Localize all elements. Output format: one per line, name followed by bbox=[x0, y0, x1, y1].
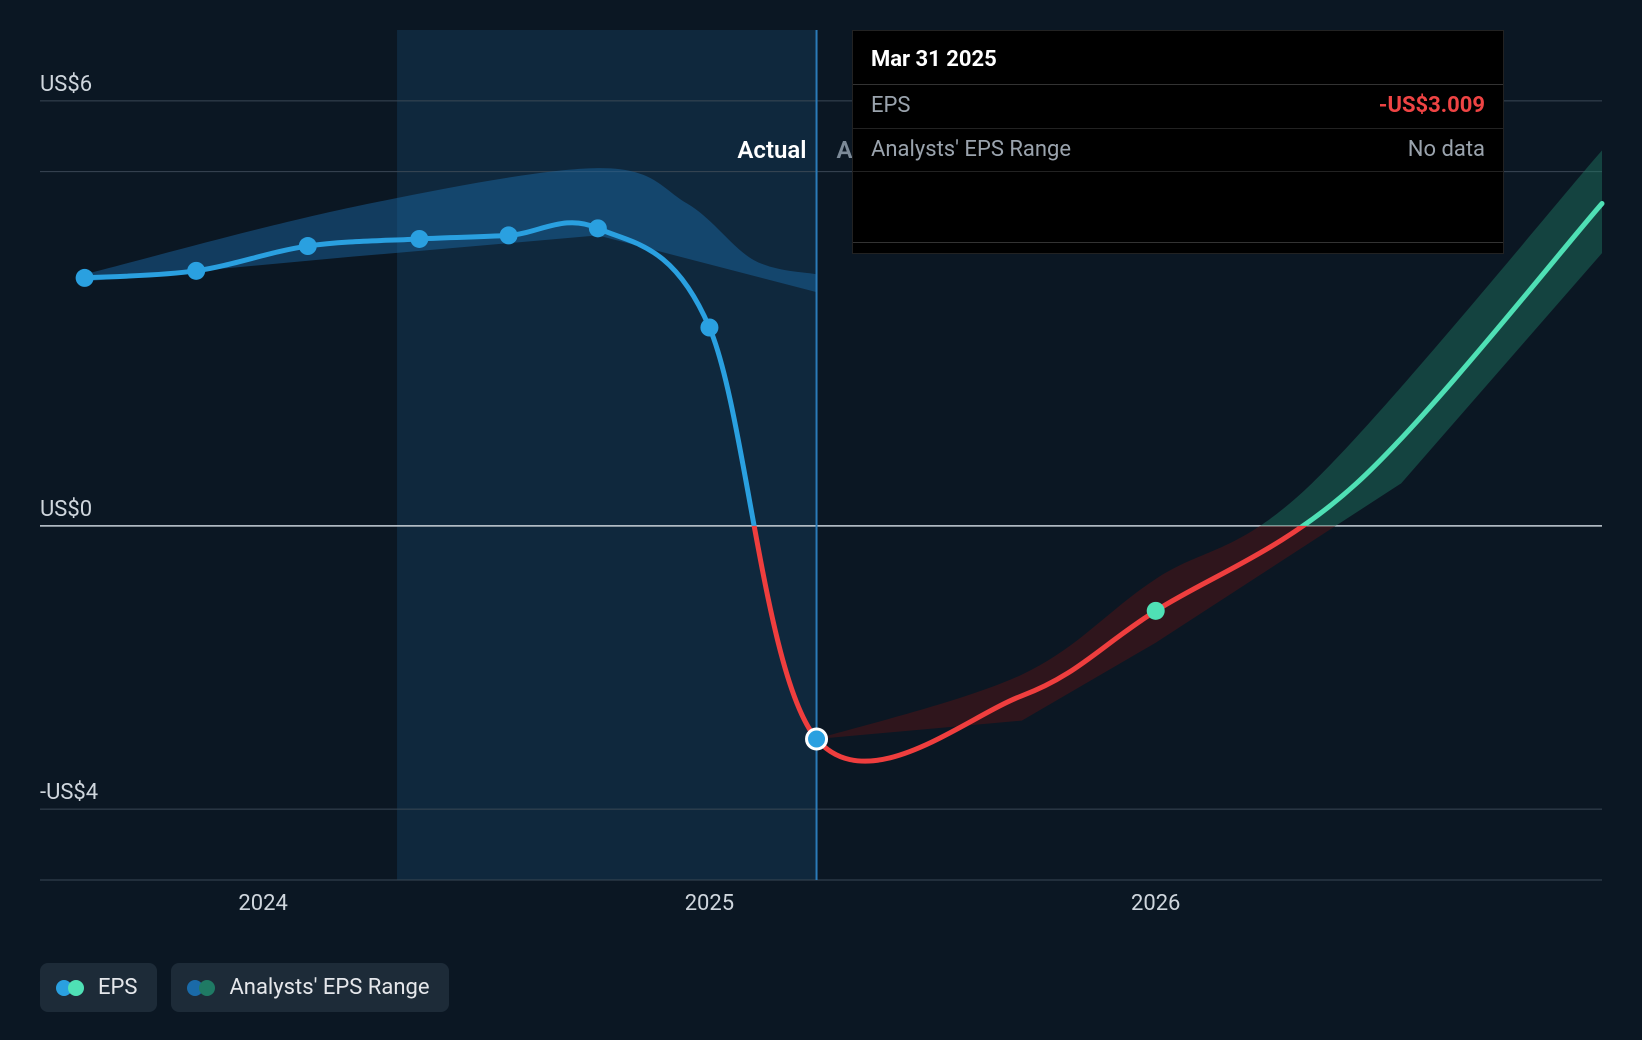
svg-text:-US$4: -US$4 bbox=[40, 780, 98, 805]
svg-text:US$6: US$6 bbox=[40, 72, 92, 97]
chart-svg: US$6 US$0 -US$4 2024 2025 2026 bbox=[0, 0, 1642, 1040]
region-label-actual: Actual bbox=[737, 136, 806, 164]
legend-swatch-eps bbox=[56, 980, 86, 996]
svg-text:2025: 2025 bbox=[685, 891, 734, 916]
legend-item-range[interactable]: Analysts' EPS Range bbox=[171, 963, 449, 1012]
chart-legend: EPS Analysts' EPS Range bbox=[40, 963, 449, 1012]
svg-text:2024: 2024 bbox=[238, 891, 287, 916]
legend-item-eps[interactable]: EPS bbox=[40, 963, 157, 1012]
region-label-forecast: Analysts Forecasts bbox=[837, 136, 1042, 164]
legend-swatch-range bbox=[187, 980, 217, 996]
svg-text:2026: 2026 bbox=[1131, 891, 1180, 916]
legend-item-label: EPS bbox=[98, 975, 137, 1000]
eps-forecast-chart: { "chart": { "type": "line+area", "canva… bbox=[0, 0, 1642, 1040]
svg-text:US$0: US$0 bbox=[40, 497, 92, 522]
legend-item-label: Analysts' EPS Range bbox=[229, 975, 429, 1000]
